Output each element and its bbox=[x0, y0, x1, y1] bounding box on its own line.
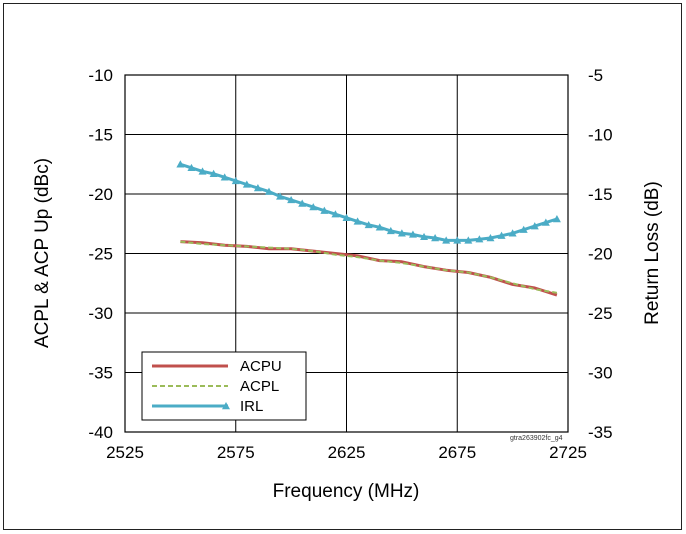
series-marker-irl bbox=[364, 220, 373, 229]
series-marker-irl bbox=[431, 234, 440, 242]
y-left-tick-label: -20 bbox=[88, 185, 113, 204]
y-axis-right-title: Return Loss (dB) bbox=[642, 181, 663, 325]
series-marker-irl bbox=[442, 236, 451, 244]
series-marker-irl bbox=[298, 199, 307, 207]
series-marker-irl bbox=[276, 192, 285, 200]
y-right-tick-label: -35 bbox=[588, 423, 613, 442]
x-tick-label: 2525 bbox=[106, 443, 144, 462]
series-marker-irl bbox=[386, 226, 395, 235]
y-left-tick-label: -15 bbox=[88, 126, 113, 145]
series-marker-irl bbox=[198, 167, 207, 175]
legend-label-acpu: ACPU bbox=[240, 358, 282, 375]
y-left-tick-label: -40 bbox=[88, 423, 113, 442]
series-marker-irl bbox=[519, 225, 528, 233]
legend-label-irl: IRL bbox=[240, 398, 263, 415]
series-marker-irl bbox=[353, 217, 362, 225]
series-marker-irl bbox=[375, 223, 384, 231]
series-marker-irl bbox=[342, 213, 351, 221]
series-marker-irl bbox=[508, 229, 517, 237]
series-marker-irl bbox=[187, 163, 196, 172]
y-right-tick-label: -20 bbox=[588, 245, 613, 264]
series-marker-irl bbox=[420, 232, 429, 241]
figure-note: gtra263902fc_g4 bbox=[510, 435, 563, 442]
legend: ACPU ACPL IRL bbox=[141, 351, 307, 421]
y-right-tick-label: -25 bbox=[588, 304, 613, 323]
series-marker-irl bbox=[475, 235, 484, 243]
x-tick-label: 2575 bbox=[217, 443, 255, 462]
y-left-tick-label: -25 bbox=[88, 245, 113, 264]
series-layer bbox=[176, 160, 561, 297]
series-marker-irl bbox=[331, 210, 340, 218]
y-axis-left-title: ACPL & ACP Up (dBc) bbox=[32, 158, 53, 348]
legend-label-acpl: ACPL bbox=[240, 378, 279, 395]
series-marker-irl bbox=[264, 187, 273, 195]
series-marker-irl bbox=[209, 169, 218, 177]
x-tick-label: 2625 bbox=[328, 443, 366, 462]
tick-labels: 2525 2575 2625 2675 2725 -10 -15 -20 -25 -30 -35 -4… bbox=[88, 66, 612, 462]
series-marker-irl bbox=[397, 229, 406, 237]
series-marker-irl bbox=[176, 160, 185, 168]
series-line-acpl bbox=[180, 240, 558, 294]
series-marker-irl bbox=[220, 173, 229, 181]
legend-marker-irl bbox=[222, 402, 230, 410]
y-right-tick-label: -10 bbox=[588, 126, 613, 145]
series-marker-irl bbox=[287, 195, 296, 204]
series-marker-irl bbox=[320, 206, 329, 214]
series-marker-irl bbox=[231, 176, 240, 185]
series-marker-irl bbox=[408, 230, 417, 238]
y-right-tick-label: -15 bbox=[588, 185, 613, 204]
x-tick-label: 2725 bbox=[549, 443, 587, 462]
series-marker-irl bbox=[309, 203, 318, 211]
x-tick-label: 2675 bbox=[438, 443, 476, 462]
series-marker-irl bbox=[253, 184, 262, 192]
series-marker-irl bbox=[530, 222, 539, 230]
series-marker-irl bbox=[497, 231, 506, 239]
series-marker-irl bbox=[453, 236, 462, 244]
plot-border bbox=[124, 74, 569, 433]
series-marker-irl bbox=[464, 236, 473, 244]
y-right-tick-label: -30 bbox=[588, 364, 613, 383]
y-left-tick-label: -10 bbox=[88, 66, 113, 85]
series-marker-irl bbox=[552, 214, 561, 223]
series-marker-irl bbox=[541, 218, 550, 226]
x-axis-title: Frequency (MHz) bbox=[273, 481, 420, 502]
y-left-tick-label: -35 bbox=[88, 364, 113, 383]
y-right-tick-label: -5 bbox=[588, 66, 603, 85]
series-marker-irl bbox=[242, 180, 251, 188]
series-marker-irl bbox=[486, 234, 495, 242]
y-left-tick-label: -30 bbox=[88, 304, 113, 323]
